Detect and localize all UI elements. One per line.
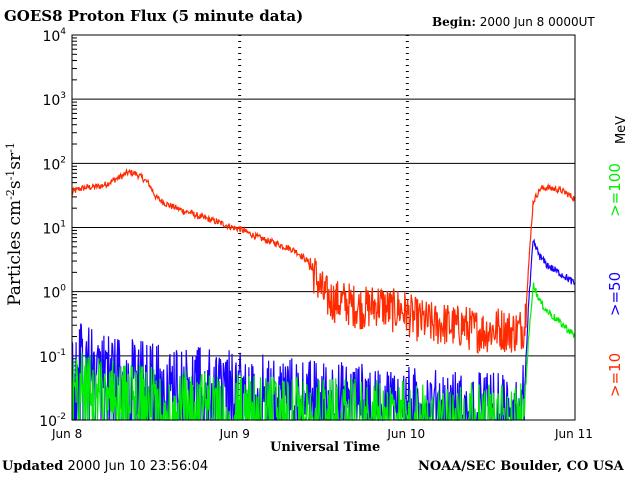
y-tick-label: 104 — [42, 27, 66, 45]
y-tick-label: 103 — [42, 91, 66, 109]
chart-title: GOES8 Proton Flux (5 minute data) — [4, 7, 304, 25]
updated-label: Updated — [2, 459, 64, 474]
begin-value: 2000 Jun 8 0000UT — [479, 15, 595, 29]
x-tick-label: Jun 11 — [555, 427, 593, 441]
legend: >=100 >=50 >=10 MeV — [606, 116, 629, 397]
updated-stamp: Updated 2000 Jun 10 23:56:04 — [2, 459, 208, 474]
legend-unit: MeV — [614, 116, 629, 144]
updated-value: 2000 Jun 10 23:56:04 — [67, 459, 209, 474]
series-layer — [71, 167, 576, 422]
begin-time: Begin: 2000 Jun 8 0000UT — [432, 15, 595, 29]
x-tick-label: Jun 9 — [219, 427, 250, 441]
y-tick-label: 10-2 — [39, 412, 66, 430]
series-line-2 — [71, 282, 576, 421]
y-axis-label: Particles cm-2s-1sr-1 — [4, 142, 25, 306]
series-line-0 — [71, 167, 576, 355]
legend-entry: >=100 — [606, 163, 624, 217]
legend-entry: >=10 — [606, 353, 624, 397]
legend-entry: >=50 — [606, 272, 624, 316]
y-tick-labels: 10-2 10-1 100 101 102 103 104 — [39, 27, 66, 430]
y-tick-label: 101 — [42, 220, 66, 238]
y-tick-label: 10-1 — [39, 348, 66, 366]
x-tick-label: Jun 10 — [387, 427, 426, 441]
credit-label: NOAA/SEC Boulder, CO USA — [418, 459, 624, 474]
y-tick-label: 102 — [42, 155, 66, 173]
x-tick-label: Jun 8 — [52, 427, 83, 441]
grid-layer — [72, 34, 575, 421]
x-axis-label: Universal Time — [270, 440, 381, 455]
plot-frame — [71, 34, 576, 421]
y-tick-label: 100 — [42, 284, 66, 302]
begin-label: Begin: — [432, 15, 476, 29]
